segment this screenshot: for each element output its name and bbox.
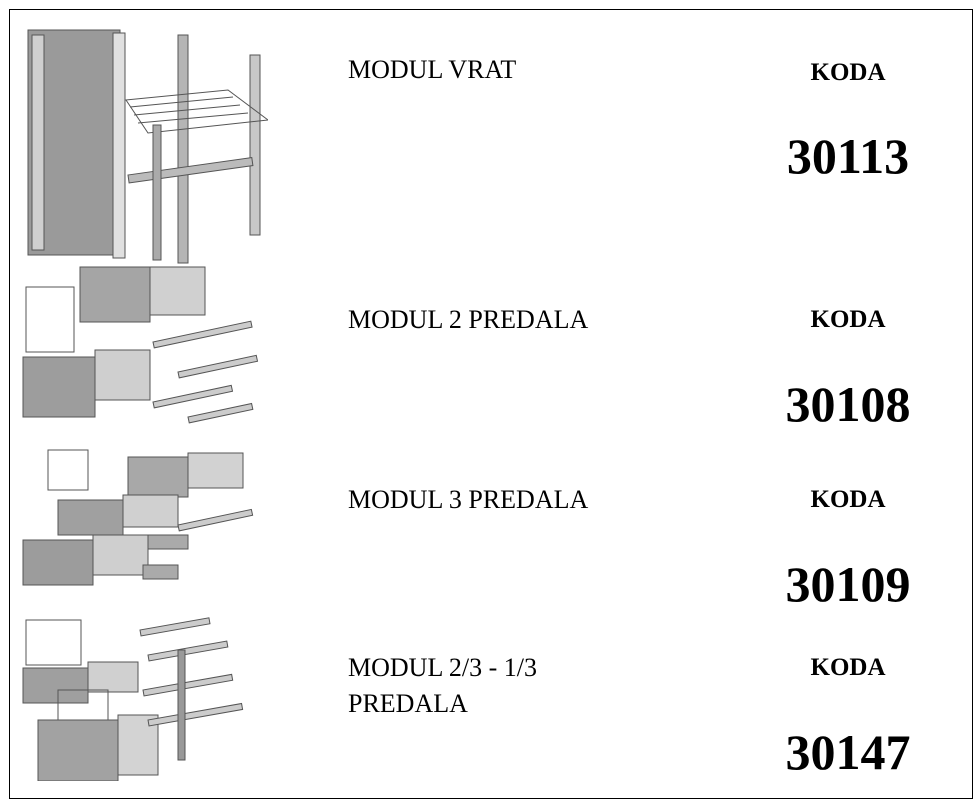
product-image xyxy=(22,266,259,424)
module-name: MODUL VRAT xyxy=(348,55,517,84)
module-name: MODUL 2 PREDALA xyxy=(348,305,589,334)
module-name: MODUL 2/3 - 1/3 PREDALA xyxy=(348,653,537,718)
code: 30109 xyxy=(785,556,911,612)
product-image xyxy=(22,617,244,781)
code: 30108 xyxy=(785,376,911,432)
product-image xyxy=(22,449,254,586)
code: 30113 xyxy=(786,128,910,184)
code-label: KODA xyxy=(810,486,886,513)
page: MODUL VRAT KODA 30113 MODUL 2 PREDALA KO… xyxy=(9,9,973,799)
product-image xyxy=(27,29,268,264)
code-label: KODA xyxy=(810,306,886,333)
code: 30147 xyxy=(785,724,911,780)
code-label: KODA xyxy=(810,654,886,681)
module-name: MODUL 3 PREDALA xyxy=(348,485,589,514)
code-label: KODA xyxy=(810,59,886,86)
